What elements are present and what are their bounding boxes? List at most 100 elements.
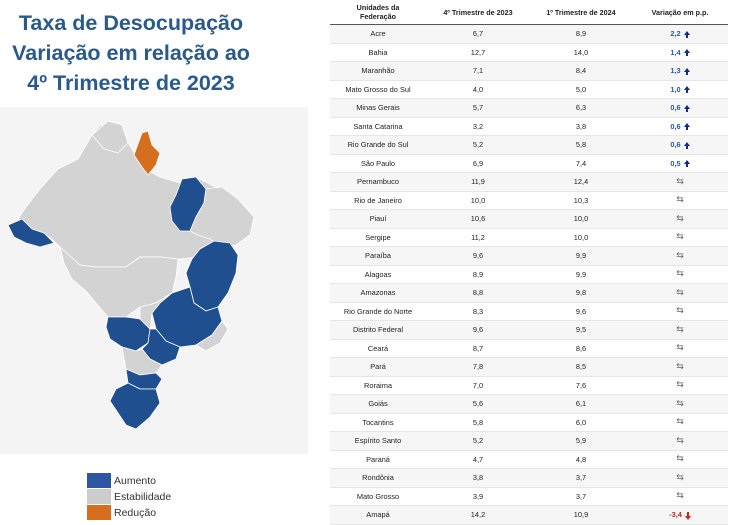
table-row: Pernambuco 11,9 12,4 ⇆ [330,172,728,192]
cell-q4: 9,6 [426,246,530,266]
table-row: Tocantins 5,8 6,0 ⇆ [330,413,728,432]
variation-number: 0,6 [670,140,681,150]
cell-uf: Amazonas [330,283,426,303]
stable-arrows-icon: ⇆ [676,269,684,280]
cell-q1: 9,9 [530,246,632,266]
cell-uf: Paraná [330,450,426,469]
cell-variation: ⇆ [632,468,728,488]
stable-arrows-icon: ⇆ [676,213,684,224]
brazil-map [0,107,308,454]
stable-arrows-icon: ⇆ [676,232,684,243]
cell-uf: Maranhão [330,61,426,81]
cell-uf: Rio Grande do Norte [330,302,426,321]
cell-q4: 8,7 [426,339,530,358]
header-q1-2024: 1º Trimestre de 2024 [530,0,632,25]
cell-q4: 6,7 [426,24,530,44]
cell-q1: 3,7 [530,487,632,506]
legend-label-aumento: Aumento [114,474,157,487]
cell-uf: Minas Gerais [330,98,426,118]
table-row: Santa Catarina 3,2 3,8 0,6 [330,117,728,136]
cell-variation: ⇆ [632,191,728,210]
cell-variation: 0,6 [632,98,728,118]
table-row: São Paulo 6,9 7,4 0,5 [330,154,728,173]
cell-q1: 8,6 [530,339,632,358]
variation-value: -3,4 [669,510,691,520]
cell-variation: ⇆ [632,172,728,192]
table-body: Acre 6,7 8,9 2,2 Bahia 12,7 14,0 1,4 Maranhão 7,1… [330,24,728,525]
table-row: Paraíba 9,6 9,9 ⇆ [330,246,728,266]
legend-swatch-reducao [87,505,111,520]
title-line-1: Taxa de Desocupação [18,11,244,35]
cell-q4: 11,2 [426,228,530,247]
variation-value: 1,3 [670,66,690,75]
variation-value: 0,6 [670,122,690,131]
stable-arrows-icon: ⇆ [676,361,684,372]
data-table: Unidades da Federação 4º Trimestre de 20… [330,0,728,525]
cell-q4: 4,0 [426,80,530,99]
cell-variation: 0,6 [632,135,728,155]
cell-variation: ⇆ [632,376,728,395]
cell-q1: 9,6 [530,302,632,321]
cell-uf: Distrito Federal [330,320,426,340]
cell-q1: 5,8 [530,135,632,155]
cell-q4: 10,0 [426,191,530,210]
cell-variation: ⇆ [632,450,728,469]
stable-arrows-icon: ⇆ [676,380,684,391]
cell-q1: 7,4 [530,154,632,173]
stable-arrows-icon: ⇆ [676,176,684,187]
stable-arrows-icon: ⇆ [676,195,684,206]
arrow-up-icon [683,160,690,168]
cell-q1: 6,0 [530,413,632,432]
cell-q1: 6,3 [530,98,632,118]
variation-value: 1,4 [670,48,690,57]
brazil-map-svg [7,120,255,430]
cell-q4: 8,9 [426,265,530,284]
table-row: Amazonas 8,8 9,8 ⇆ [330,283,728,303]
stable-arrows-icon: ⇆ [676,491,684,502]
cell-variation: ⇆ [632,320,728,340]
arrow-up-icon [683,86,690,94]
cell-uf: Rio de Janeiro [330,191,426,210]
table-row: Maranhão 7,1 8,4 1,3 [330,61,728,81]
table-row: Bahia 12,7 14,0 1,4 [330,43,728,62]
cell-q1: 10,9 [530,505,632,525]
variation-number: -3,4 [669,510,682,520]
cell-variation: -3,4 [632,505,728,525]
stable-arrows-icon: ⇆ [676,398,684,409]
arrow-up-icon [683,141,690,149]
cell-variation: 0,5 [632,154,728,173]
cell-q4: 12,7 [426,43,530,62]
cell-q4: 3,2 [426,117,530,136]
title-line-3: 4º Trimestre de 2023 [27,71,235,95]
variation-number: 0,6 [670,103,681,113]
table-row: Espírito Santo 5,2 5,9 ⇆ [330,431,728,451]
cell-q4: 10,6 [426,209,530,229]
arrow-up-icon [683,123,690,131]
cell-q4: 7,8 [426,357,530,377]
stable-arrows-icon: ⇆ [676,287,684,298]
arrow-up-icon [683,104,690,112]
cell-uf: Mato Grosso [330,487,426,506]
cell-uf: São Paulo [330,154,426,173]
cell-variation: ⇆ [632,302,728,321]
table-row: Minas Gerais 5,7 6,3 0,6 [330,98,728,118]
table-row: Ceará 8,7 8,6 ⇆ [330,339,728,358]
table-row: Distrito Federal 9,6 9,5 ⇆ [330,320,728,340]
header-variation: Variação em p.p. [632,0,728,25]
map-region-amapa [133,130,161,176]
cell-q1: 8,4 [530,61,632,81]
cell-uf: Espírito Santo [330,431,426,451]
cell-uf: Rio Grande do Sul [330,135,426,155]
cell-q4: 3,8 [426,468,530,488]
cell-variation: ⇆ [632,339,728,358]
cell-uf: Paraíba [330,246,426,266]
table-row: Sergipe 11,2 10,0 ⇆ [330,228,728,247]
legend-item-aumento: Aumento [87,473,171,488]
cell-uf: Goiás [330,394,426,414]
cell-uf: Alagoas [330,265,426,284]
cell-q4: 5,2 [426,135,530,155]
table-row: Paraná 4,7 4,8 ⇆ [330,450,728,469]
cell-q4: 5,2 [426,431,530,451]
legend-swatch-estabilidade [87,489,111,504]
cell-q1: 9,5 [530,320,632,340]
